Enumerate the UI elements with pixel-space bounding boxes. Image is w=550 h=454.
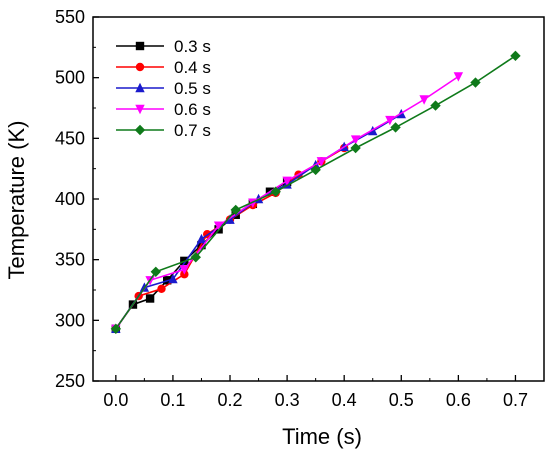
x-axis-title: Time (s) bbox=[282, 424, 362, 449]
x-tick-label: 0.0 bbox=[103, 390, 128, 410]
series-0-7-s bbox=[110, 50, 521, 335]
legend-label: 0.7 s bbox=[174, 121, 211, 140]
y-axis-title: Temperature (K) bbox=[4, 121, 29, 280]
data-point bbox=[390, 122, 401, 133]
data-point bbox=[350, 135, 361, 145]
legend-label: 0.6 s bbox=[174, 100, 211, 119]
legend-item: 0.5 s bbox=[116, 79, 211, 98]
y-tick-label: 250 bbox=[55, 371, 85, 391]
y-tick-label: 350 bbox=[55, 250, 85, 270]
y-tick-label: 300 bbox=[55, 310, 85, 330]
data-point bbox=[145, 294, 155, 303]
legend-item: 0.7 s bbox=[116, 121, 211, 140]
legend-label: 0.4 s bbox=[174, 58, 211, 77]
legend: 0.3 s 0.4 s 0.5 s 0.6 s 0.7 s bbox=[116, 37, 211, 140]
x-tick-label: 0.4 bbox=[332, 390, 357, 410]
data-point bbox=[430, 100, 441, 111]
legend-label: 0.3 s bbox=[174, 37, 211, 56]
x-tick-label: 0.1 bbox=[160, 390, 185, 410]
data-point bbox=[510, 50, 521, 62]
series-0-6-s bbox=[111, 72, 464, 335]
data-point bbox=[270, 186, 281, 197]
legend-item: 0.6 s bbox=[116, 100, 211, 119]
data-point bbox=[196, 233, 207, 244]
data-point bbox=[230, 204, 241, 216]
data-point bbox=[157, 284, 166, 293]
data-point bbox=[470, 77, 481, 88]
legend-marker bbox=[134, 124, 146, 136]
data-point bbox=[168, 273, 178, 284]
legend-marker bbox=[135, 82, 145, 93]
legend-marker bbox=[135, 62, 145, 72]
data-point bbox=[453, 72, 464, 82]
x-tick-label: 0.5 bbox=[389, 390, 414, 410]
plot-frame bbox=[92, 16, 545, 382]
data-point bbox=[350, 142, 361, 154]
series-line bbox=[115, 181, 288, 330]
series-0-3-s bbox=[111, 177, 292, 334]
x-tick-label: 0.6 bbox=[446, 390, 471, 410]
legend-label: 0.5 s bbox=[174, 79, 211, 98]
data-point bbox=[190, 252, 201, 263]
x-tick-label: 0.2 bbox=[217, 390, 242, 410]
y-tick-label: 400 bbox=[55, 189, 85, 209]
x-tick-label: 0.3 bbox=[275, 390, 300, 410]
data-point bbox=[310, 164, 321, 176]
data-point bbox=[225, 214, 235, 224]
legend-item: 0.3 s bbox=[116, 37, 211, 56]
series-layer bbox=[110, 50, 521, 335]
legend-item: 0.4 s bbox=[116, 58, 211, 77]
x-tick-label: 0.7 bbox=[503, 390, 528, 410]
data-point bbox=[179, 265, 190, 275]
data-point bbox=[150, 266, 161, 277]
data-point bbox=[282, 176, 292, 186]
series-line bbox=[115, 75, 459, 330]
data-point bbox=[110, 323, 122, 335]
data-point bbox=[385, 115, 395, 126]
legend-marker bbox=[135, 104, 145, 115]
y-tick-label: 450 bbox=[55, 128, 85, 148]
data-point bbox=[419, 95, 429, 105]
legend-marker bbox=[135, 41, 145, 51]
axes-layer: 0.0 0.1 0.2 0.3 0.4 0.5 0.6 0.7 250 300 350 400 450 5… bbox=[55, 7, 545, 410]
y-tick-label: 500 bbox=[55, 68, 85, 88]
data-point bbox=[213, 221, 224, 231]
y-tick-label: 550 bbox=[55, 7, 85, 27]
series-0-5-s bbox=[111, 108, 406, 334]
data-point bbox=[316, 157, 327, 167]
